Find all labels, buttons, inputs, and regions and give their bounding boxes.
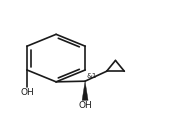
Text: OH: OH <box>78 101 92 110</box>
Text: &1: &1 <box>86 73 96 79</box>
Polygon shape <box>82 81 88 100</box>
Text: OH: OH <box>20 88 34 97</box>
